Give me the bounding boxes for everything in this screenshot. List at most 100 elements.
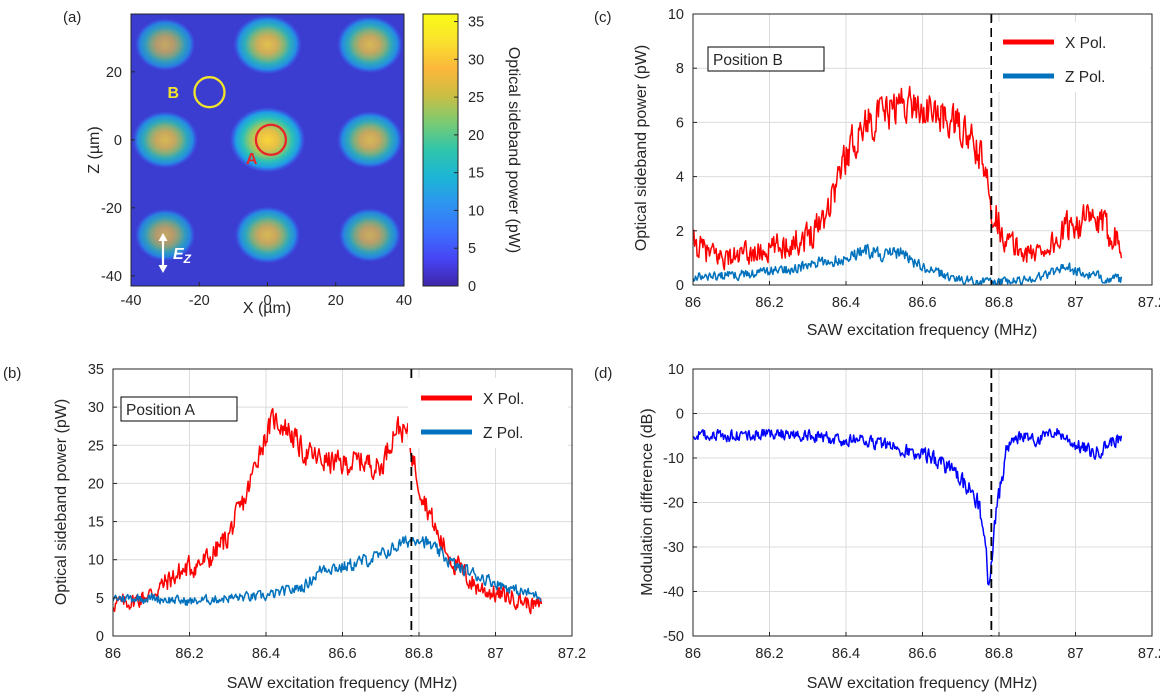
position-a-label: Position A	[126, 402, 196, 419]
heatmap-ytick-label: 0	[114, 133, 122, 149]
chart-b: 86 86.2 86.4 86.6 86.8 87 87.2 0 5 10 15 20 25 30 35 S…	[53, 362, 586, 692]
heatmap-markers: AB	[167, 76, 288, 168]
heatmap-hotspot-6	[234, 206, 301, 264]
colorbar-tick-label: 25	[468, 90, 484, 106]
chart-d-ylabel: Modulation difference (dB)	[639, 408, 656, 595]
ytick-label: 4	[676, 170, 684, 186]
ytick-label: 2	[676, 224, 684, 240]
field-label-subscript: Z	[183, 252, 192, 266]
xtick-label: 86	[105, 646, 121, 662]
chart-c-position-box: Position B	[707, 46, 825, 72]
panel-label-a: (a)	[63, 9, 81, 26]
heatmap-xtick-label: 20	[328, 293, 344, 309]
ytick-label: 10	[88, 553, 104, 569]
chart-d-grid	[692, 368, 1153, 637]
panel-label-d: (d)	[594, 365, 612, 382]
ytick-label: 15	[88, 515, 104, 531]
ytick-label: 10	[668, 362, 684, 378]
chart-c-legend-bg	[992, 22, 1150, 92]
legend-label-x: X Pol.	[483, 391, 524, 408]
series-line-1	[113, 535, 542, 606]
heatmap-xtick-label: 40	[396, 293, 412, 309]
xtick-label: 86	[685, 646, 701, 662]
colorbar-tick-label: 15	[468, 166, 484, 182]
panel-label-c: (c)	[594, 9, 612, 26]
colorbar-tick-label: 10	[468, 203, 484, 219]
xtick-label: 87	[1067, 295, 1083, 311]
ytick-label: 0	[96, 629, 104, 645]
chart-d-xlabel: SAW excitation frequency (MHz)	[807, 675, 1038, 692]
xtick-label: 86.6	[908, 295, 936, 311]
heatmap-hotspot-8	[338, 208, 401, 262]
heatmap-xtick-label: 0	[263, 293, 271, 309]
ytick-label: 0	[676, 407, 684, 423]
heatmap-hotspot-5	[337, 16, 403, 74]
colorbar: 0 5 10 15 20 25 30 35 Optical sideband power (p…	[422, 13, 522, 295]
colorbar-ticks: 0 5 10 15 20 25 30 35	[454, 15, 484, 295]
ytick-label: -30	[663, 540, 684, 556]
colorbar-tick-label: 35	[468, 15, 484, 31]
xtick-label: 87	[1067, 646, 1083, 662]
chart-b-position-box: Position A	[120, 396, 238, 422]
chart-b-ticks: 86 86.2 86.4 86.6 86.8 87 87.2 0 5 10 15 20 25 30 35	[88, 362, 586, 662]
series-line-0	[113, 407, 543, 615]
legend-label-x: X Pol.	[1065, 35, 1106, 52]
chart-d-ticks: 86 86.2 86.4 86.6 86.8 87 87.2 -50 -40 -30 -20 -10 0…	[663, 362, 1160, 662]
ytick-label: 20	[88, 476, 104, 492]
ytick-label: -40	[663, 585, 684, 601]
xtick-label: 86.4	[832, 295, 860, 311]
ytick-label: 0	[676, 278, 684, 294]
chart-b-legend: X Pol. Z Pol.	[408, 378, 568, 448]
series-line-0	[693, 85, 1123, 271]
heatmap-xtick-label: -40	[121, 293, 142, 309]
chart-c-ylabel: Optical sideband power (pW)	[633, 45, 650, 251]
chart-d: 86 86.2 86.4 86.6 86.8 87 87.2 -50 -40 -30 -20 -10 0…	[639, 362, 1160, 692]
xtick-label: 86.2	[755, 646, 783, 662]
xtick-label: 86.4	[252, 646, 280, 662]
heatmap-ytick-label: -40	[101, 269, 122, 285]
xtick-label: 86.8	[985, 295, 1013, 311]
chart-c: 86 86.2 86.4 86.6 86.8 87 87.2 0 2 4 6 8 10 SAW exci…	[633, 7, 1160, 339]
marker-label-a: A	[246, 151, 258, 168]
colorbar-gradient	[423, 14, 458, 286]
xtick-label: 86.2	[755, 295, 783, 311]
xtick-label: 87.2	[1138, 295, 1160, 311]
ytick-label: -20	[663, 496, 684, 512]
legend-label-z: Z Pol.	[1065, 69, 1105, 86]
field-direction-annotation: EZ	[158, 233, 192, 273]
colorbar-frame	[422, 13, 459, 287]
heatmap-ytick-label: -20	[101, 201, 122, 217]
chart-b-series	[113, 407, 543, 615]
heatmap-xtick-label: -20	[189, 293, 210, 309]
heatmap-hotspot-7	[134, 208, 196, 262]
ytick-label: -50	[663, 629, 684, 645]
marker-label-b: B	[167, 85, 179, 102]
position-b-label: Position B	[713, 52, 783, 69]
series-line-1	[693, 243, 1123, 285]
heatmap-hotspot-2	[337, 111, 403, 169]
field-label: EZ	[173, 246, 192, 266]
xtick-label: 86.8	[985, 646, 1013, 662]
heatmap-axes: -40 -20 0 20 40 -40 -20 0 20	[101, 65, 412, 309]
xtick-label: 86.6	[328, 646, 356, 662]
colorbar-tick-label: 5	[468, 241, 476, 257]
heatmap-field	[132, 14, 403, 264]
heatmap-ylabel: Z (µm)	[86, 126, 103, 173]
panel-label-b: (b)	[3, 365, 21, 382]
xtick-label: 86	[685, 295, 701, 311]
ytick-label: 6	[676, 115, 684, 131]
heatmap-hotspot-1	[132, 111, 198, 169]
xtick-label: 87	[487, 646, 503, 662]
chart-c-legend: X Pol. Z Pol.	[992, 22, 1150, 92]
marker-circle-a	[254, 123, 288, 156]
heatmap-ytick-label: 20	[106, 65, 122, 81]
ytick-label: 8	[676, 61, 684, 77]
xtick-label: 86.6	[908, 646, 936, 662]
series-line-0	[693, 428, 1123, 586]
colorbar-label: Optical sideband power (pW)	[505, 47, 522, 253]
heatmap-hotspot-0	[229, 106, 306, 173]
chart-c-ticks: 86 86.2 86.4 86.6 86.8 87 87.2 0 2 4 6 8 10	[668, 7, 1160, 311]
chart-c-series	[693, 85, 1123, 285]
